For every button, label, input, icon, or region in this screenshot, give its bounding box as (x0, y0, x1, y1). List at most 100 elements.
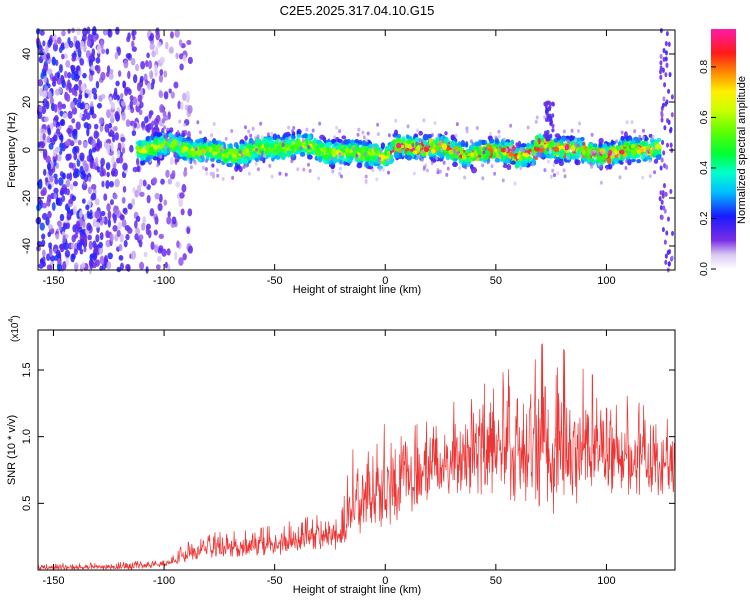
heat-cell (99, 255, 105, 265)
heat-cell (406, 150, 411, 156)
heat-cell (244, 164, 248, 169)
heat-cell (112, 224, 118, 232)
heat-cell (470, 152, 475, 158)
heat-cell (181, 141, 186, 147)
heat-cell (465, 141, 469, 148)
heat-cell (179, 192, 185, 199)
heat-cell (494, 158, 501, 163)
heat-cell (149, 43, 155, 51)
heat-cell (469, 139, 473, 144)
y-tick-label: -20 (21, 190, 33, 206)
heat-cell (137, 139, 142, 147)
heat-cell (121, 147, 126, 154)
heat-cell (131, 29, 137, 36)
heat-cell (653, 158, 659, 164)
heat-cell (418, 130, 423, 136)
heat-cell (164, 261, 168, 269)
heat-cell (305, 127, 309, 132)
heat-cell (65, 257, 69, 266)
heat-cell (659, 74, 663, 80)
heat-cell (482, 150, 486, 155)
heat-cell (577, 146, 584, 152)
heat-cell (187, 143, 192, 150)
heat-cell (659, 205, 663, 211)
heat-cell (406, 124, 410, 129)
heat-cell (61, 195, 66, 202)
heat-cell (339, 174, 343, 179)
heat-cell (106, 261, 112, 270)
heat-cell (56, 71, 61, 79)
heat-cell (442, 160, 446, 165)
heat-cell (503, 137, 507, 142)
heat-cell (567, 139, 571, 144)
heat-cell (51, 76, 57, 83)
heat-cell (360, 147, 365, 154)
heat-cell (236, 158, 243, 165)
heat-cell (165, 169, 170, 178)
heat-cell (468, 155, 473, 162)
heat-cell (251, 126, 255, 131)
heat-cell (664, 101, 668, 107)
heat-cell (83, 141, 88, 148)
spectrogram-y-axis-label: Frequency (Hz) (6, 112, 18, 188)
heat-cell (60, 133, 64, 143)
heat-cell (343, 138, 349, 146)
heat-cell (635, 154, 640, 159)
heat-cell (247, 129, 251, 134)
heat-cell (118, 156, 124, 164)
heat-cell (606, 157, 612, 165)
heat-cell (163, 134, 167, 139)
heat-cell (289, 145, 295, 151)
heat-cell (231, 158, 236, 162)
heat-cell (463, 175, 467, 180)
heat-cell (380, 142, 386, 149)
heat-cell (280, 136, 284, 141)
heat-cell (115, 80, 120, 87)
heat-cell (371, 156, 377, 163)
heat-cell (484, 155, 489, 161)
heat-cell (112, 193, 118, 200)
heat-cell (42, 53, 47, 61)
heat-cell (431, 158, 437, 163)
heat-cell (160, 178, 165, 185)
heat-cell (497, 134, 501, 139)
heat-cell (95, 57, 101, 64)
heat-cell (183, 170, 188, 177)
heat-cell (445, 172, 449, 177)
y-tick-label: 0 (21, 147, 33, 153)
heat-cell (617, 154, 621, 159)
heat-cell (75, 65, 81, 72)
heat-cell (228, 162, 233, 168)
heat-cell (46, 68, 53, 75)
heat-cell (648, 159, 652, 164)
heat-cell (117, 142, 122, 151)
heat-cell (100, 157, 105, 167)
heat-cell (57, 197, 63, 207)
heat-cell (500, 147, 507, 153)
heat-cell (259, 121, 263, 126)
heat-cell (194, 161, 198, 166)
heat-cell (489, 131, 493, 136)
heat-cell (659, 165, 663, 171)
heat-cell (531, 162, 535, 167)
heat-cell (285, 139, 291, 144)
heat-cell (182, 253, 187, 261)
heat-cell (42, 40, 46, 47)
heat-cell (55, 128, 61, 135)
heat-cell (149, 70, 154, 79)
heat-cell (85, 204, 90, 211)
heat-cell (144, 124, 150, 132)
heat-cell (65, 60, 71, 68)
heat-cell (249, 133, 253, 138)
heat-cell (290, 159, 294, 164)
snr-series-line (37, 343, 676, 571)
heat-cell (367, 165, 374, 170)
heat-cell (86, 39, 92, 47)
heat-cell (110, 233, 114, 242)
heat-cell (394, 118, 398, 123)
heat-cell (65, 93, 71, 102)
heat-cell (630, 120, 634, 125)
heat-cell (574, 138, 578, 143)
heat-cell (649, 137, 655, 144)
heat-cell (154, 192, 160, 200)
